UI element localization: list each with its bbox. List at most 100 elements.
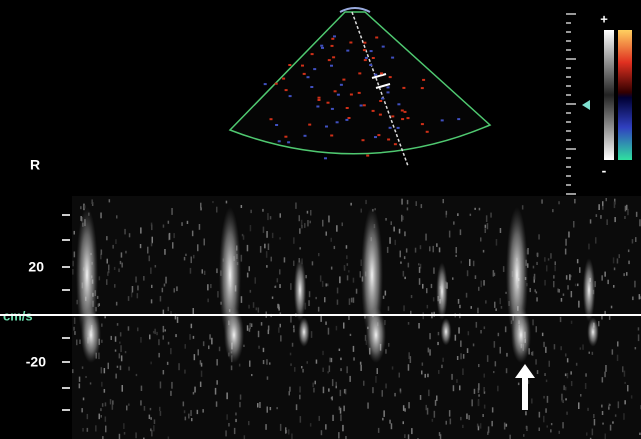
speckle xyxy=(593,414,595,418)
speckle xyxy=(104,316,106,318)
flow-dot xyxy=(324,157,327,159)
flow-dot xyxy=(387,86,390,88)
speckle xyxy=(475,275,477,279)
speckle xyxy=(623,273,625,276)
speckle xyxy=(217,291,219,297)
speckle xyxy=(485,225,487,228)
speckle xyxy=(477,424,479,428)
speckle xyxy=(460,341,462,347)
speckle xyxy=(546,380,548,383)
speckle xyxy=(403,421,405,424)
flow-dot xyxy=(364,59,367,61)
speckle xyxy=(590,219,592,223)
speckle xyxy=(132,286,134,293)
speckle xyxy=(420,395,422,400)
speckle xyxy=(565,239,567,246)
speckle xyxy=(115,336,117,342)
speckle xyxy=(120,345,122,352)
speckle xyxy=(239,402,241,407)
speckle xyxy=(568,232,570,238)
speckle xyxy=(257,403,259,407)
speckle xyxy=(318,307,320,312)
speckle xyxy=(446,211,448,215)
speckle xyxy=(112,400,114,404)
speckle xyxy=(121,252,123,257)
speckle xyxy=(360,362,362,365)
speckle xyxy=(639,219,641,226)
speckle xyxy=(377,368,379,374)
speckle xyxy=(536,297,538,301)
speckle xyxy=(308,300,310,306)
speckle xyxy=(301,366,303,368)
speckle xyxy=(340,358,342,361)
speckle xyxy=(149,256,151,262)
speckle xyxy=(293,325,295,328)
speckle xyxy=(272,233,274,238)
speckle xyxy=(567,358,569,362)
flow-dot xyxy=(332,56,335,58)
flow-dot xyxy=(278,140,281,142)
speckle xyxy=(474,208,476,210)
speckle xyxy=(408,402,410,408)
speckle xyxy=(639,433,641,435)
speckle xyxy=(406,248,408,252)
speckle xyxy=(416,201,418,206)
speckle xyxy=(456,247,458,253)
speckle xyxy=(408,364,410,371)
speckle xyxy=(128,367,130,371)
speckle xyxy=(353,278,355,283)
speckle xyxy=(349,298,351,305)
speckle xyxy=(111,336,113,340)
speckle xyxy=(101,382,103,387)
flow-dot xyxy=(287,141,290,143)
ultrasound-screen: + - R 20 cm/s -20 xyxy=(0,0,641,439)
speckle xyxy=(299,395,301,400)
speckle xyxy=(292,343,294,347)
speckle xyxy=(83,398,85,401)
speckle xyxy=(105,426,107,433)
speckle xyxy=(284,257,286,262)
speckle xyxy=(609,404,611,406)
speckle xyxy=(99,414,101,420)
speckle xyxy=(226,201,228,204)
speckle xyxy=(311,331,313,338)
speckle xyxy=(349,376,351,382)
speckle xyxy=(299,228,301,234)
speckle xyxy=(500,228,502,233)
flow-dot xyxy=(362,139,365,141)
speckle xyxy=(356,289,358,294)
speckle xyxy=(290,353,292,356)
speckle xyxy=(534,274,536,280)
speckle xyxy=(478,401,480,407)
speckle xyxy=(271,257,273,262)
speckle xyxy=(153,425,155,431)
speckle xyxy=(241,255,243,262)
speckle xyxy=(493,270,495,277)
speckle xyxy=(462,425,464,428)
orientation-marker: R xyxy=(30,157,40,173)
speckle xyxy=(177,317,179,323)
speckle xyxy=(548,258,550,260)
speckle xyxy=(522,205,524,209)
speckle xyxy=(296,404,298,410)
speckle xyxy=(347,263,349,266)
flow-dot xyxy=(320,45,323,47)
flow-dot xyxy=(330,65,333,67)
speckle xyxy=(455,255,457,257)
speckle xyxy=(613,257,615,263)
spectrum-area xyxy=(72,196,641,439)
speckle xyxy=(459,385,461,390)
speckle xyxy=(105,402,107,406)
flow-dot xyxy=(363,42,366,44)
speckle xyxy=(171,382,173,389)
speckle xyxy=(560,317,562,322)
speckle xyxy=(347,275,349,280)
speckle xyxy=(307,211,309,214)
speckle xyxy=(550,253,552,259)
speckle xyxy=(575,284,577,287)
speckle xyxy=(631,395,633,398)
speckle xyxy=(360,365,362,371)
speckle xyxy=(400,262,402,264)
speckle xyxy=(439,247,441,252)
speckle xyxy=(494,341,496,348)
